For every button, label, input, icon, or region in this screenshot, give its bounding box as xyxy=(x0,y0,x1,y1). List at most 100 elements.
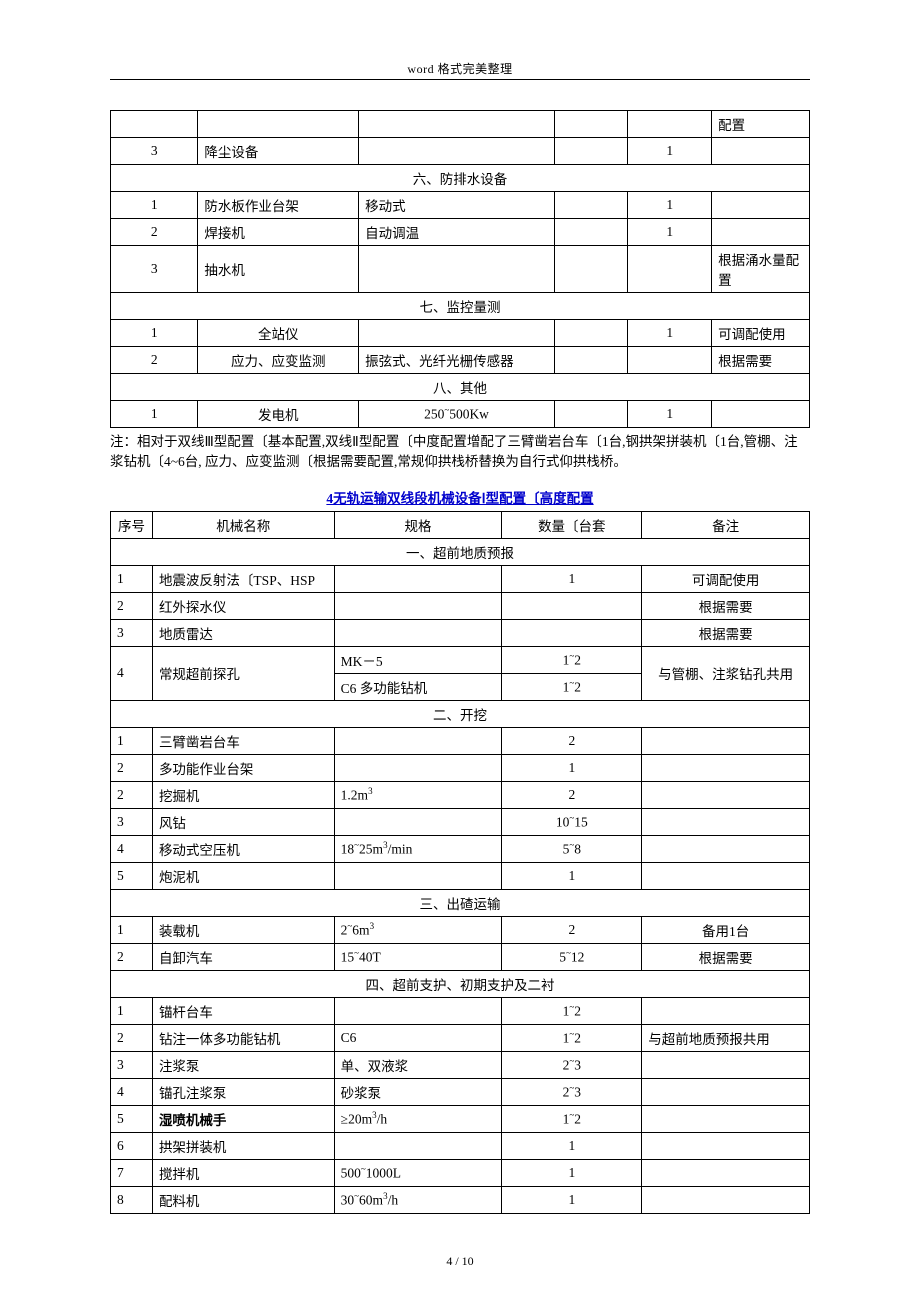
cell: 1 xyxy=(502,1132,642,1159)
table-2-title: 4无轨运输双线段机械设备Ⅰ型配置〔高度配置 xyxy=(110,487,810,507)
column-header: 序号 xyxy=(111,511,153,538)
cell xyxy=(712,138,810,165)
table-row: 2应力、应变监测振弦式、光纤光栅传感器根据需要 xyxy=(111,347,810,374)
cell: 1~2 xyxy=(502,646,642,673)
cell xyxy=(502,619,642,646)
cell: 三臂凿岩台车 xyxy=(152,727,334,754)
table-row: 1锚杆台车1~2 xyxy=(111,997,810,1024)
table-row: 四、超前支护、初期支护及二衬 xyxy=(111,970,810,997)
cell: 2 xyxy=(111,347,198,374)
cell xyxy=(642,1132,810,1159)
cell: 2 xyxy=(502,727,642,754)
cell xyxy=(642,781,810,808)
cell: 可调配使用 xyxy=(712,320,810,347)
cell: 3 xyxy=(111,1051,153,1078)
cell: 1 xyxy=(111,727,153,754)
cell: 备用1台 xyxy=(642,916,810,943)
cell xyxy=(712,401,810,428)
cell: 锚杆台车 xyxy=(152,997,334,1024)
cell: 1 xyxy=(628,401,712,428)
cell: 2 xyxy=(502,916,642,943)
cell: 与超前地质预报共用 xyxy=(642,1024,810,1051)
cell: 配置 xyxy=(712,111,810,138)
table-row: 一、超前地质预报 xyxy=(111,538,810,565)
cell: 1 xyxy=(111,320,198,347)
table-row: 7搅拌机500~1000L1 xyxy=(111,1159,810,1186)
cell: 振弦式、光纤光栅传感器 xyxy=(359,347,555,374)
cell: 炮泥机 xyxy=(152,862,334,889)
cell: 防水板作业台架 xyxy=(198,192,359,219)
cell: 可调配使用 xyxy=(642,565,810,592)
table-row: 六、防排水设备 xyxy=(111,165,810,192)
cell: 钻注一体多功能钻机 xyxy=(152,1024,334,1051)
cell: 2 xyxy=(111,943,153,970)
cell: 3 xyxy=(111,138,198,165)
table-row: 1全站仪1可调配使用 xyxy=(111,320,810,347)
cell: 30~60m3/h xyxy=(334,1186,502,1213)
cell: 1.2m3 xyxy=(334,781,502,808)
table-row: 1地震波反射法〔TSP、HSP1可调配使用 xyxy=(111,565,810,592)
cell xyxy=(628,246,712,293)
table-row: 2钻注一体多功能钻机C61~2与超前地质预报共用 xyxy=(111,1024,810,1051)
cell xyxy=(642,1159,810,1186)
cell: 5 xyxy=(111,1105,153,1132)
cell: 与管棚、注浆钻孔共用 xyxy=(642,646,810,700)
cell xyxy=(334,997,502,1024)
cell xyxy=(712,219,810,246)
cell xyxy=(502,592,642,619)
cell xyxy=(554,401,627,428)
table-row: 1三臂凿岩台车 2 xyxy=(111,727,810,754)
cell: 自动调温 xyxy=(359,219,555,246)
column-header: 备注 xyxy=(642,511,810,538)
table-row: 4锚孔注浆泵砂浆泵2~3 xyxy=(111,1078,810,1105)
section-header: 七、监控量测 xyxy=(111,293,810,320)
cell xyxy=(642,835,810,862)
column-header: 规格 xyxy=(334,511,502,538)
cell: 搅拌机 xyxy=(152,1159,334,1186)
cell: 2 xyxy=(111,781,153,808)
cell xyxy=(554,138,627,165)
cell: 发电机 xyxy=(198,401,359,428)
table-row: 3降尘设备1 xyxy=(111,138,810,165)
cell: 锚孔注浆泵 xyxy=(152,1078,334,1105)
note-text: 注：相对于双线Ⅲ型配置〔基本配置,双线Ⅱ型配置〔中度配置增配了三臂凿岩台车〔1台… xyxy=(110,432,810,473)
cell: 5 xyxy=(111,862,153,889)
cell xyxy=(359,111,555,138)
cell: 10~15 xyxy=(502,808,642,835)
cell: 18~25m3/min xyxy=(334,835,502,862)
cell: 红外探水仪 xyxy=(152,592,334,619)
cell xyxy=(554,219,627,246)
cell xyxy=(334,754,502,781)
cell xyxy=(642,997,810,1024)
cell xyxy=(554,246,627,293)
table-row: 3抽水机根据涌水量配置 xyxy=(111,246,810,293)
cell xyxy=(642,754,810,781)
cell: 根据需要 xyxy=(642,619,810,646)
cell: MK－5 xyxy=(334,646,502,673)
table-row: 八、其他 xyxy=(111,374,810,401)
cell xyxy=(334,619,502,646)
table-row: 配置 xyxy=(111,111,810,138)
cell: 拱架拼装机 xyxy=(152,1132,334,1159)
cell: 移动式空压机 xyxy=(152,835,334,862)
cell: 2 xyxy=(111,592,153,619)
cell: 根据需要 xyxy=(642,943,810,970)
cell: 7 xyxy=(111,1159,153,1186)
cell: 焊接机 xyxy=(198,219,359,246)
cell xyxy=(111,111,198,138)
cell: 风钻 xyxy=(152,808,334,835)
section-header: 一、超前地质预报 xyxy=(111,538,810,565)
cell: 注浆泵 xyxy=(152,1051,334,1078)
cell xyxy=(198,111,359,138)
table-row: 1防水板作业台架移动式1 xyxy=(111,192,810,219)
cell: 抽水机 xyxy=(198,246,359,293)
table-row: 七、监控量测 xyxy=(111,293,810,320)
cell xyxy=(642,1186,810,1213)
table-row: 1装载机2~6m32备用1台 xyxy=(111,916,810,943)
cell: 1 xyxy=(502,754,642,781)
section-header: 六、防排水设备 xyxy=(111,165,810,192)
table-row: 2焊接机自动调温1 xyxy=(111,219,810,246)
cell xyxy=(642,1051,810,1078)
cell xyxy=(642,727,810,754)
cell: 4 xyxy=(111,1078,153,1105)
